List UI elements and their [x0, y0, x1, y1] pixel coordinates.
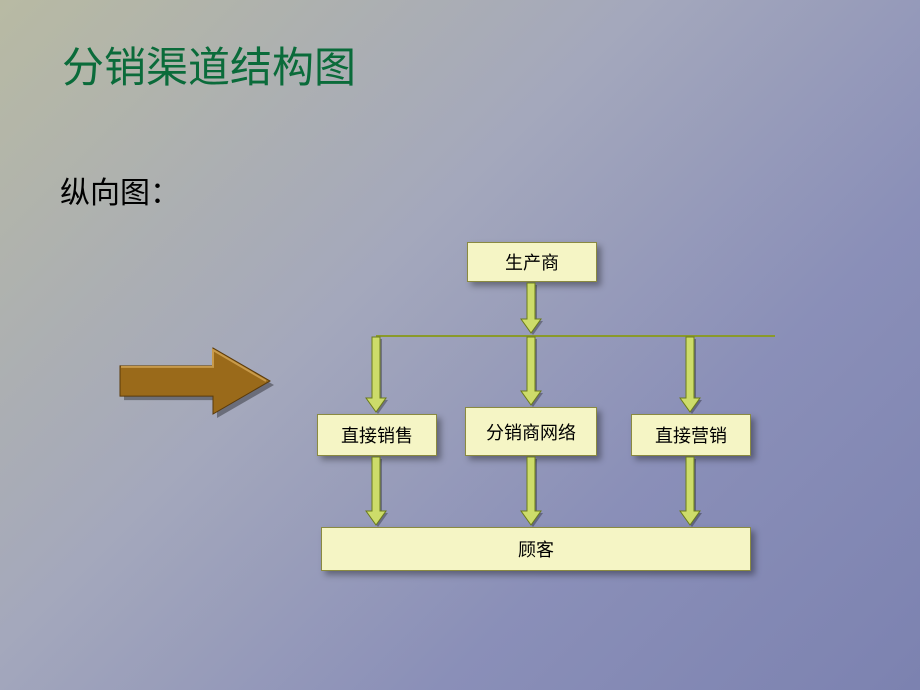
arrow-down-icon	[364, 457, 388, 525]
arrow-down-icon	[678, 457, 702, 525]
connector-hbar	[376, 335, 775, 337]
node-label: 直接营销	[655, 422, 727, 448]
node-direct-sales: 直接销售	[317, 414, 437, 456]
arrow-down-icon	[519, 457, 543, 525]
node-label: 生产商	[505, 249, 559, 275]
arrow-down-icon	[519, 283, 543, 333]
arrow-down-icon	[678, 337, 702, 412]
node-direct-marketing: 直接营销	[631, 414, 751, 456]
page-title: 分销渠道结构图	[62, 34, 356, 95]
node-distributor-network: 分销商网络	[465, 407, 597, 456]
node-label: 直接销售	[341, 422, 413, 448]
arrow-down-icon	[519, 337, 543, 405]
node-producer: 生产商	[467, 242, 597, 282]
node-label: 分销商网络	[486, 419, 576, 445]
big-arrow-right-icon	[120, 348, 278, 422]
slide: 分销渠道结构图 纵向图： 生产商 直接销售 分销商网络 直接营销 顾客	[0, 0, 920, 690]
node-label: 顾客	[518, 536, 554, 562]
arrow-down-icon	[364, 337, 388, 412]
subtitle: 纵向图：	[60, 168, 180, 212]
node-customer: 顾客	[321, 527, 751, 571]
